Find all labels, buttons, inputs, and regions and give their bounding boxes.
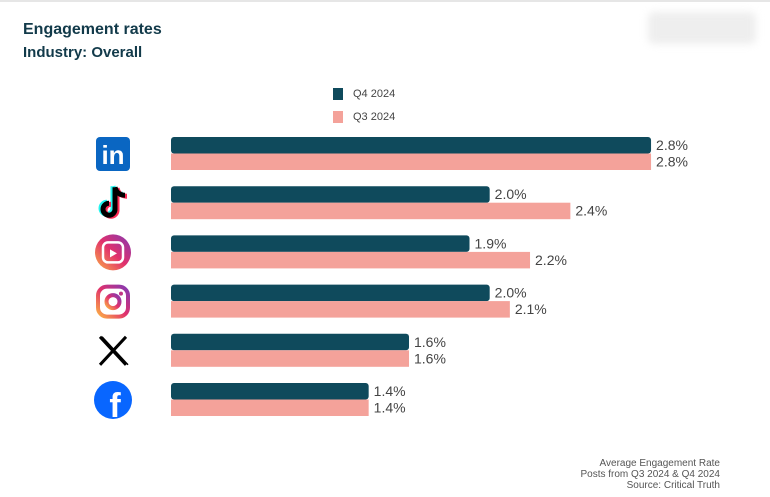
bar-linkedin-q4 [171,137,652,154]
data-label: 2.0% [495,285,527,301]
linkedin-icon: in [96,137,130,171]
bar-facebook-q3 [171,399,369,416]
bar-instagram-q4 [171,284,490,302]
data-label: 1.9% [475,235,507,251]
blurred-logo [648,12,756,44]
data-label: 1.6% [414,334,446,350]
legend-swatch [333,88,343,100]
bar-instagram-reels-q3 [171,251,531,269]
svg-text:f: f [109,387,121,425]
bar-tiktok-q4 [171,186,490,203]
bar-instagram-q3 [171,301,510,318]
facebook-icon: f [94,381,132,425]
note-line: Posts from Q3 2024 & Q4 2024 [580,469,720,480]
data-label: 2.1% [515,301,547,317]
chart-subtitle: Industry: Overall [23,44,143,61]
legend-label: Q3 2024 [353,111,396,123]
data-label: 1.4% [374,400,406,416]
instagram-reels-icon [95,234,131,271]
bar-x-q3 [171,350,410,367]
tiktok-icon [98,185,128,219]
instagram-icon [96,284,130,319]
bar-tiktok-q3 [171,202,571,220]
legend-item-q4: Q4 2024 [333,88,395,100]
svg-text:in: in [101,140,124,170]
legend-swatch [333,111,343,123]
data-label: 2.8% [656,154,688,170]
note-line: Source: Critical Truth [626,480,720,491]
bar-linkedin-q3 [171,153,652,170]
chart-title: Engagement rates [23,21,162,38]
data-label: 2.2% [535,252,567,268]
data-label: 2.8% [656,137,688,153]
bar-facebook-q4 [171,383,369,400]
legend-label: Q4 2024 [353,88,396,100]
chart-notes: Average Engagement Rate Posts from Q3 20… [580,458,720,491]
bar-x-q4 [171,333,410,351]
data-label: 2.4% [575,203,607,219]
data-label: 1.4% [374,383,406,399]
data-label: 2.0% [495,186,527,202]
note-line: Average Engagement Rate [599,458,720,469]
x-icon [98,335,129,366]
top-border [0,0,770,2]
bar-instagram-reels-q4 [171,235,470,252]
data-label: 1.6% [414,350,446,366]
legend-item-q3: Q3 2024 [333,111,395,123]
